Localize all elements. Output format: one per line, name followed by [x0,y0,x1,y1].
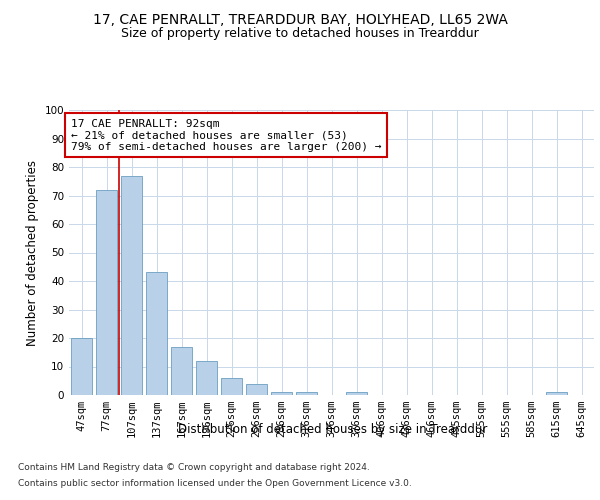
Bar [546,392,567,395]
Bar [146,272,167,395]
Y-axis label: Number of detached properties: Number of detached properties [26,160,39,346]
Bar [196,361,217,395]
Bar [121,176,142,395]
Bar [221,378,242,395]
Bar [71,338,92,395]
Bar [96,190,117,395]
Text: 17, CAE PENRALLT, TREARDDUR BAY, HOLYHEAD, LL65 2WA: 17, CAE PENRALLT, TREARDDUR BAY, HOLYHEA… [92,12,508,26]
Text: Contains HM Land Registry data © Crown copyright and database right 2024.: Contains HM Land Registry data © Crown c… [18,462,370,471]
Bar [271,392,292,395]
Bar [346,392,367,395]
Text: Contains public sector information licensed under the Open Government Licence v3: Contains public sector information licen… [18,479,412,488]
Text: Distribution of detached houses by size in Trearddur: Distribution of detached houses by size … [178,422,488,436]
Bar [246,384,267,395]
Text: 17 CAE PENRALLT: 92sqm
← 21% of detached houses are smaller (53)
79% of semi-det: 17 CAE PENRALLT: 92sqm ← 21% of detached… [71,118,382,152]
Bar [296,392,317,395]
Bar [171,346,192,395]
Text: Size of property relative to detached houses in Trearddur: Size of property relative to detached ho… [121,28,479,40]
